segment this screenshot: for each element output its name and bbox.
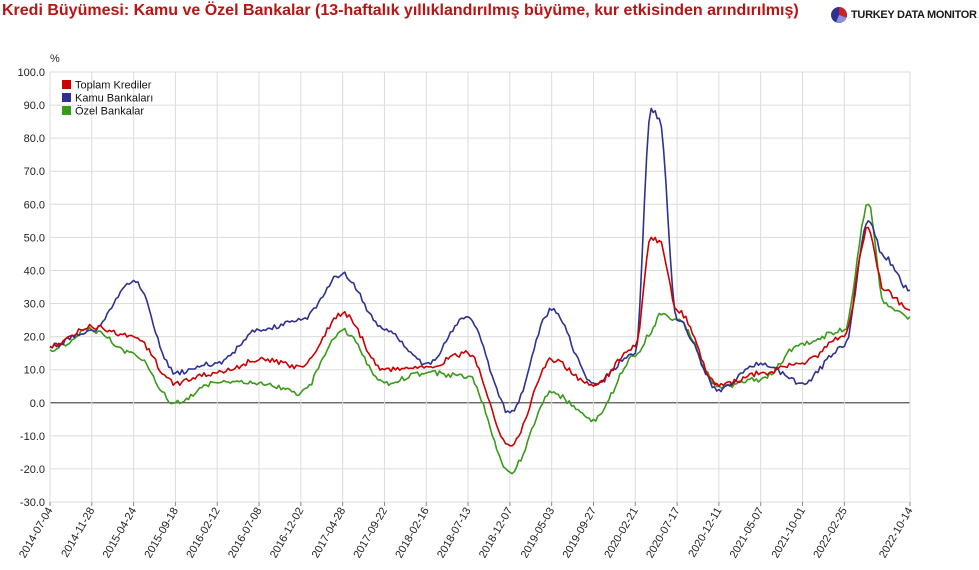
y-tick-label: -20.0 bbox=[20, 464, 45, 476]
x-tick-label: 2016-02-12 bbox=[184, 506, 223, 561]
brand-name: TURKEY DATA MONITOR bbox=[851, 9, 977, 21]
x-tick-label: 2016-12-02 bbox=[268, 506, 307, 561]
y-tick-label: 30.0 bbox=[24, 299, 45, 311]
y-tick-label: 100.0 bbox=[17, 67, 45, 79]
x-tick-label: 2020-07-17 bbox=[644, 506, 683, 561]
brand-pie-icon bbox=[831, 7, 847, 23]
x-tick-label: 2020-12-11 bbox=[686, 506, 724, 560]
y-tick-label: 80.0 bbox=[24, 133, 45, 145]
x-tick-label: 2014-11-28 bbox=[59, 506, 97, 560]
series-line-toplam-krediler bbox=[49, 226, 911, 447]
x-tick-label: 2014-07-04 bbox=[17, 506, 56, 561]
x-tick-label: 2016-07-08 bbox=[226, 506, 265, 561]
legend-swatch bbox=[62, 80, 71, 89]
y-tick-label: -10.0 bbox=[20, 431, 45, 443]
x-tick-label: 2015-04-24 bbox=[101, 506, 140, 561]
series-layer bbox=[49, 107, 911, 475]
x-tick-label: 2022-02-25 bbox=[811, 506, 850, 561]
x-tick-label: 2022-10-14 bbox=[877, 506, 916, 561]
x-tick-label: 2018-07-13 bbox=[435, 506, 474, 561]
x-tick-label: 2017-09-22 bbox=[352, 506, 391, 561]
x-tick-label: 2021-05-07 bbox=[728, 506, 767, 561]
y-tick-label: 40.0 bbox=[24, 265, 45, 277]
legend-entry: Özel Bankalar bbox=[75, 106, 144, 118]
plot-frame bbox=[49, 71, 911, 503]
y-tick-label: 90.0 bbox=[24, 100, 45, 112]
chart-title: Kredi Büyümesi: Kamu ve Özel Bankalar (1… bbox=[2, 2, 799, 19]
y-tick-label: -30.0 bbox=[20, 497, 45, 509]
y-axis-unit-label: % bbox=[50, 53, 60, 65]
y-tick-label: 0.0 bbox=[30, 398, 45, 410]
x-tick-label: 2018-12-07 bbox=[477, 506, 516, 561]
x-tick-label: 2021-10-01 bbox=[770, 506, 809, 561]
series-line-ozel-bankalar bbox=[49, 203, 911, 475]
legend-swatch bbox=[62, 93, 71, 102]
x-tick-label: 2019-09-27 bbox=[561, 506, 600, 561]
y-tick-label: 50.0 bbox=[24, 232, 45, 244]
y-tick-label: 20.0 bbox=[24, 332, 45, 344]
y-tick-label: 10.0 bbox=[24, 365, 45, 377]
x-tick-label: 2019-05-03 bbox=[519, 506, 558, 561]
legend-entry: Kamu Bankaları bbox=[75, 93, 153, 105]
axis-layer: 100.0 90.0 80.0 70.0 60.0 50.0 40.0 30.0 20.0 10.… bbox=[17, 67, 916, 560]
y-tick-label: 70.0 bbox=[24, 166, 45, 178]
legend-entry: Toplam Krediler bbox=[75, 80, 152, 92]
series-line-kamu-bankalari bbox=[49, 107, 911, 414]
x-tick-label: 2018-02-16 bbox=[393, 506, 432, 561]
brand-logo: TURKEY DATA MONITOR bbox=[830, 6, 977, 24]
legend-swatch bbox=[62, 106, 71, 115]
x-tick-label: 2020-02-21 bbox=[602, 506, 641, 561]
grid-layer bbox=[49, 71, 911, 503]
y-tick-label: 60.0 bbox=[24, 199, 45, 211]
x-tick-label: 2017-04-28 bbox=[310, 506, 349, 561]
x-tick-label: 2015-09-18 bbox=[142, 506, 181, 561]
